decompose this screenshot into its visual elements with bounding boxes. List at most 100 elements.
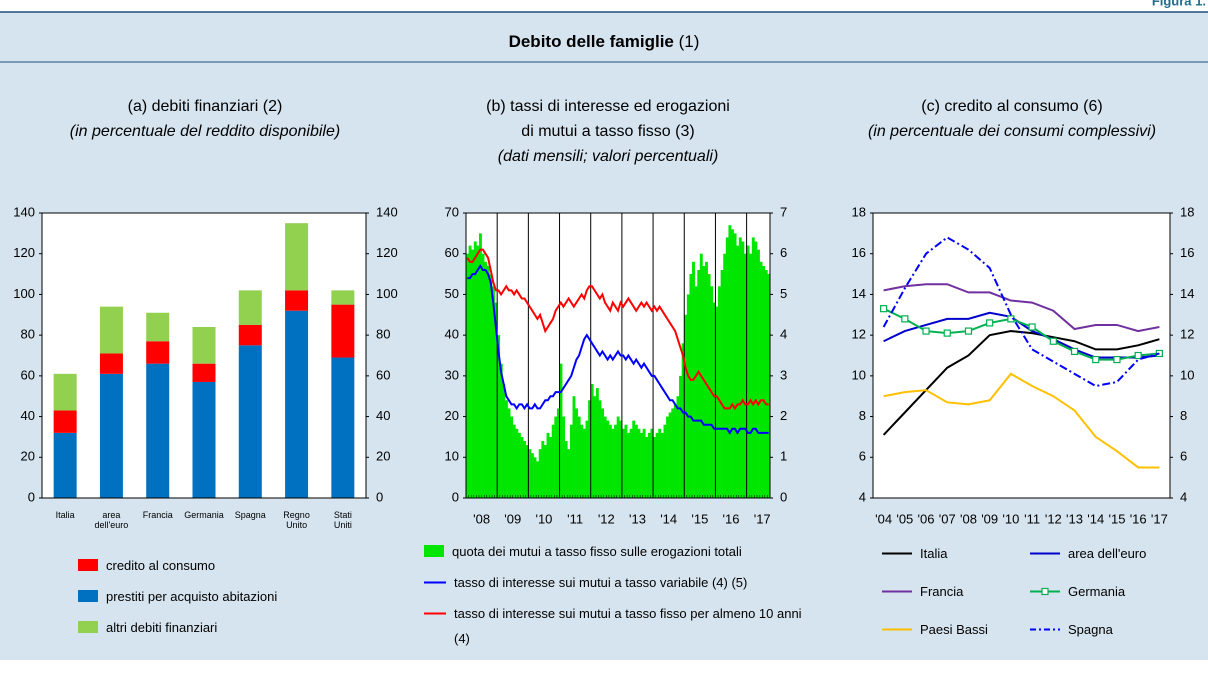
bar [759,261,763,498]
y-tick-label: 20 [21,449,35,464]
bar [530,453,534,498]
bar [725,237,729,498]
bar [741,241,745,498]
bar [473,241,477,498]
bar [481,253,485,498]
bar [502,384,506,498]
bar [551,424,555,498]
y-tick-label: 40 [21,408,35,423]
bar [650,428,654,498]
bar [705,261,708,498]
legend-swatch [882,590,912,593]
legend-label: area dell'euro [1068,546,1147,561]
legend-item: quota dei mutui a tasso fisso sulle erog… [424,539,819,564]
bar [476,245,480,498]
bar [619,420,623,498]
x-tick-label: '11 [567,511,583,526]
bar [658,428,662,498]
x-tick-label: '13 [1066,511,1083,526]
bar-segment [99,373,123,498]
bar-segment [192,327,216,364]
x-tick-label: Francia [143,510,173,520]
bar [611,428,615,498]
bar [538,449,542,498]
bar [554,416,558,498]
y-tick-label: 80 [21,327,35,342]
bar-segment [53,410,77,433]
bar [642,428,646,498]
bar [466,253,469,498]
bar [632,420,636,498]
bar [504,400,508,498]
x-tick-line: Spagna [235,510,266,520]
marker [880,305,888,313]
bar [546,432,550,498]
bar [647,432,651,498]
bar [738,237,742,498]
bar [595,388,599,498]
legend-item: credito al consumo [78,553,378,578]
y2-tick-label: 20 [376,449,390,464]
y2-tick-label: 80 [376,327,390,342]
chart-title: di mutui a tasso fisso (3) [521,123,694,140]
y-tick-label: 20 [445,408,459,423]
x-tick-line: area [102,510,120,520]
y2-tick-label: 2 [780,408,787,423]
bar [754,241,758,498]
y-tick-label: 140 [13,204,35,219]
legend-swatch [78,590,98,602]
bar [497,335,501,498]
bar [707,274,711,498]
bar [684,314,688,498]
x-tick-label: '09 [981,511,998,526]
legend-label: Germania [1068,584,1126,599]
bar-segment [99,353,123,374]
bar [712,302,716,498]
figure-title: Debito delle famiglie (1) [509,32,700,51]
bar [575,408,579,498]
marker [1028,323,1036,331]
bar [523,441,527,498]
bar [668,412,672,498]
bar [562,416,566,498]
legend-swatch [78,559,98,571]
x-tick-label: '12 [598,511,615,526]
bar [733,233,737,498]
bar [601,408,605,498]
legend-swatch [1030,552,1060,555]
legend-item: Francia [882,579,1032,604]
bar-segment [192,363,216,382]
bar [577,416,581,498]
bar [660,432,664,498]
line-series [466,248,769,411]
legend-swatch [882,552,912,555]
bar [676,396,680,498]
legend-swatch [424,612,446,615]
x-tick-label: Italia [56,510,75,520]
bar [673,404,677,498]
bar [655,432,659,498]
bar [484,261,488,498]
chart-subtitle: (dati mensili; valori percentuali) [498,148,719,165]
bar [767,274,771,498]
bar [533,457,537,498]
y2-tick-label: 6 [780,245,787,260]
bar-segment [331,357,355,498]
y2-tick-label: 12 [1180,327,1194,342]
bar [585,420,589,498]
y2-tick-label: 4 [1180,489,1187,504]
legend-swatch [78,621,98,633]
marker [964,327,973,335]
bar [744,253,747,498]
bar [627,432,630,498]
y-tick-label: 100 [13,286,35,301]
marker [943,329,951,337]
bar [543,445,547,498]
y-tick-label: 6 [859,449,866,464]
swatch-rect [78,559,98,571]
bar [528,449,532,498]
y-tick-label: 40 [445,327,459,342]
x-tick-label: '15 [1108,511,1125,526]
legend-item: tasso di interesse sui mutui a tasso var… [424,570,819,595]
y-tick-label: 10 [445,449,459,464]
